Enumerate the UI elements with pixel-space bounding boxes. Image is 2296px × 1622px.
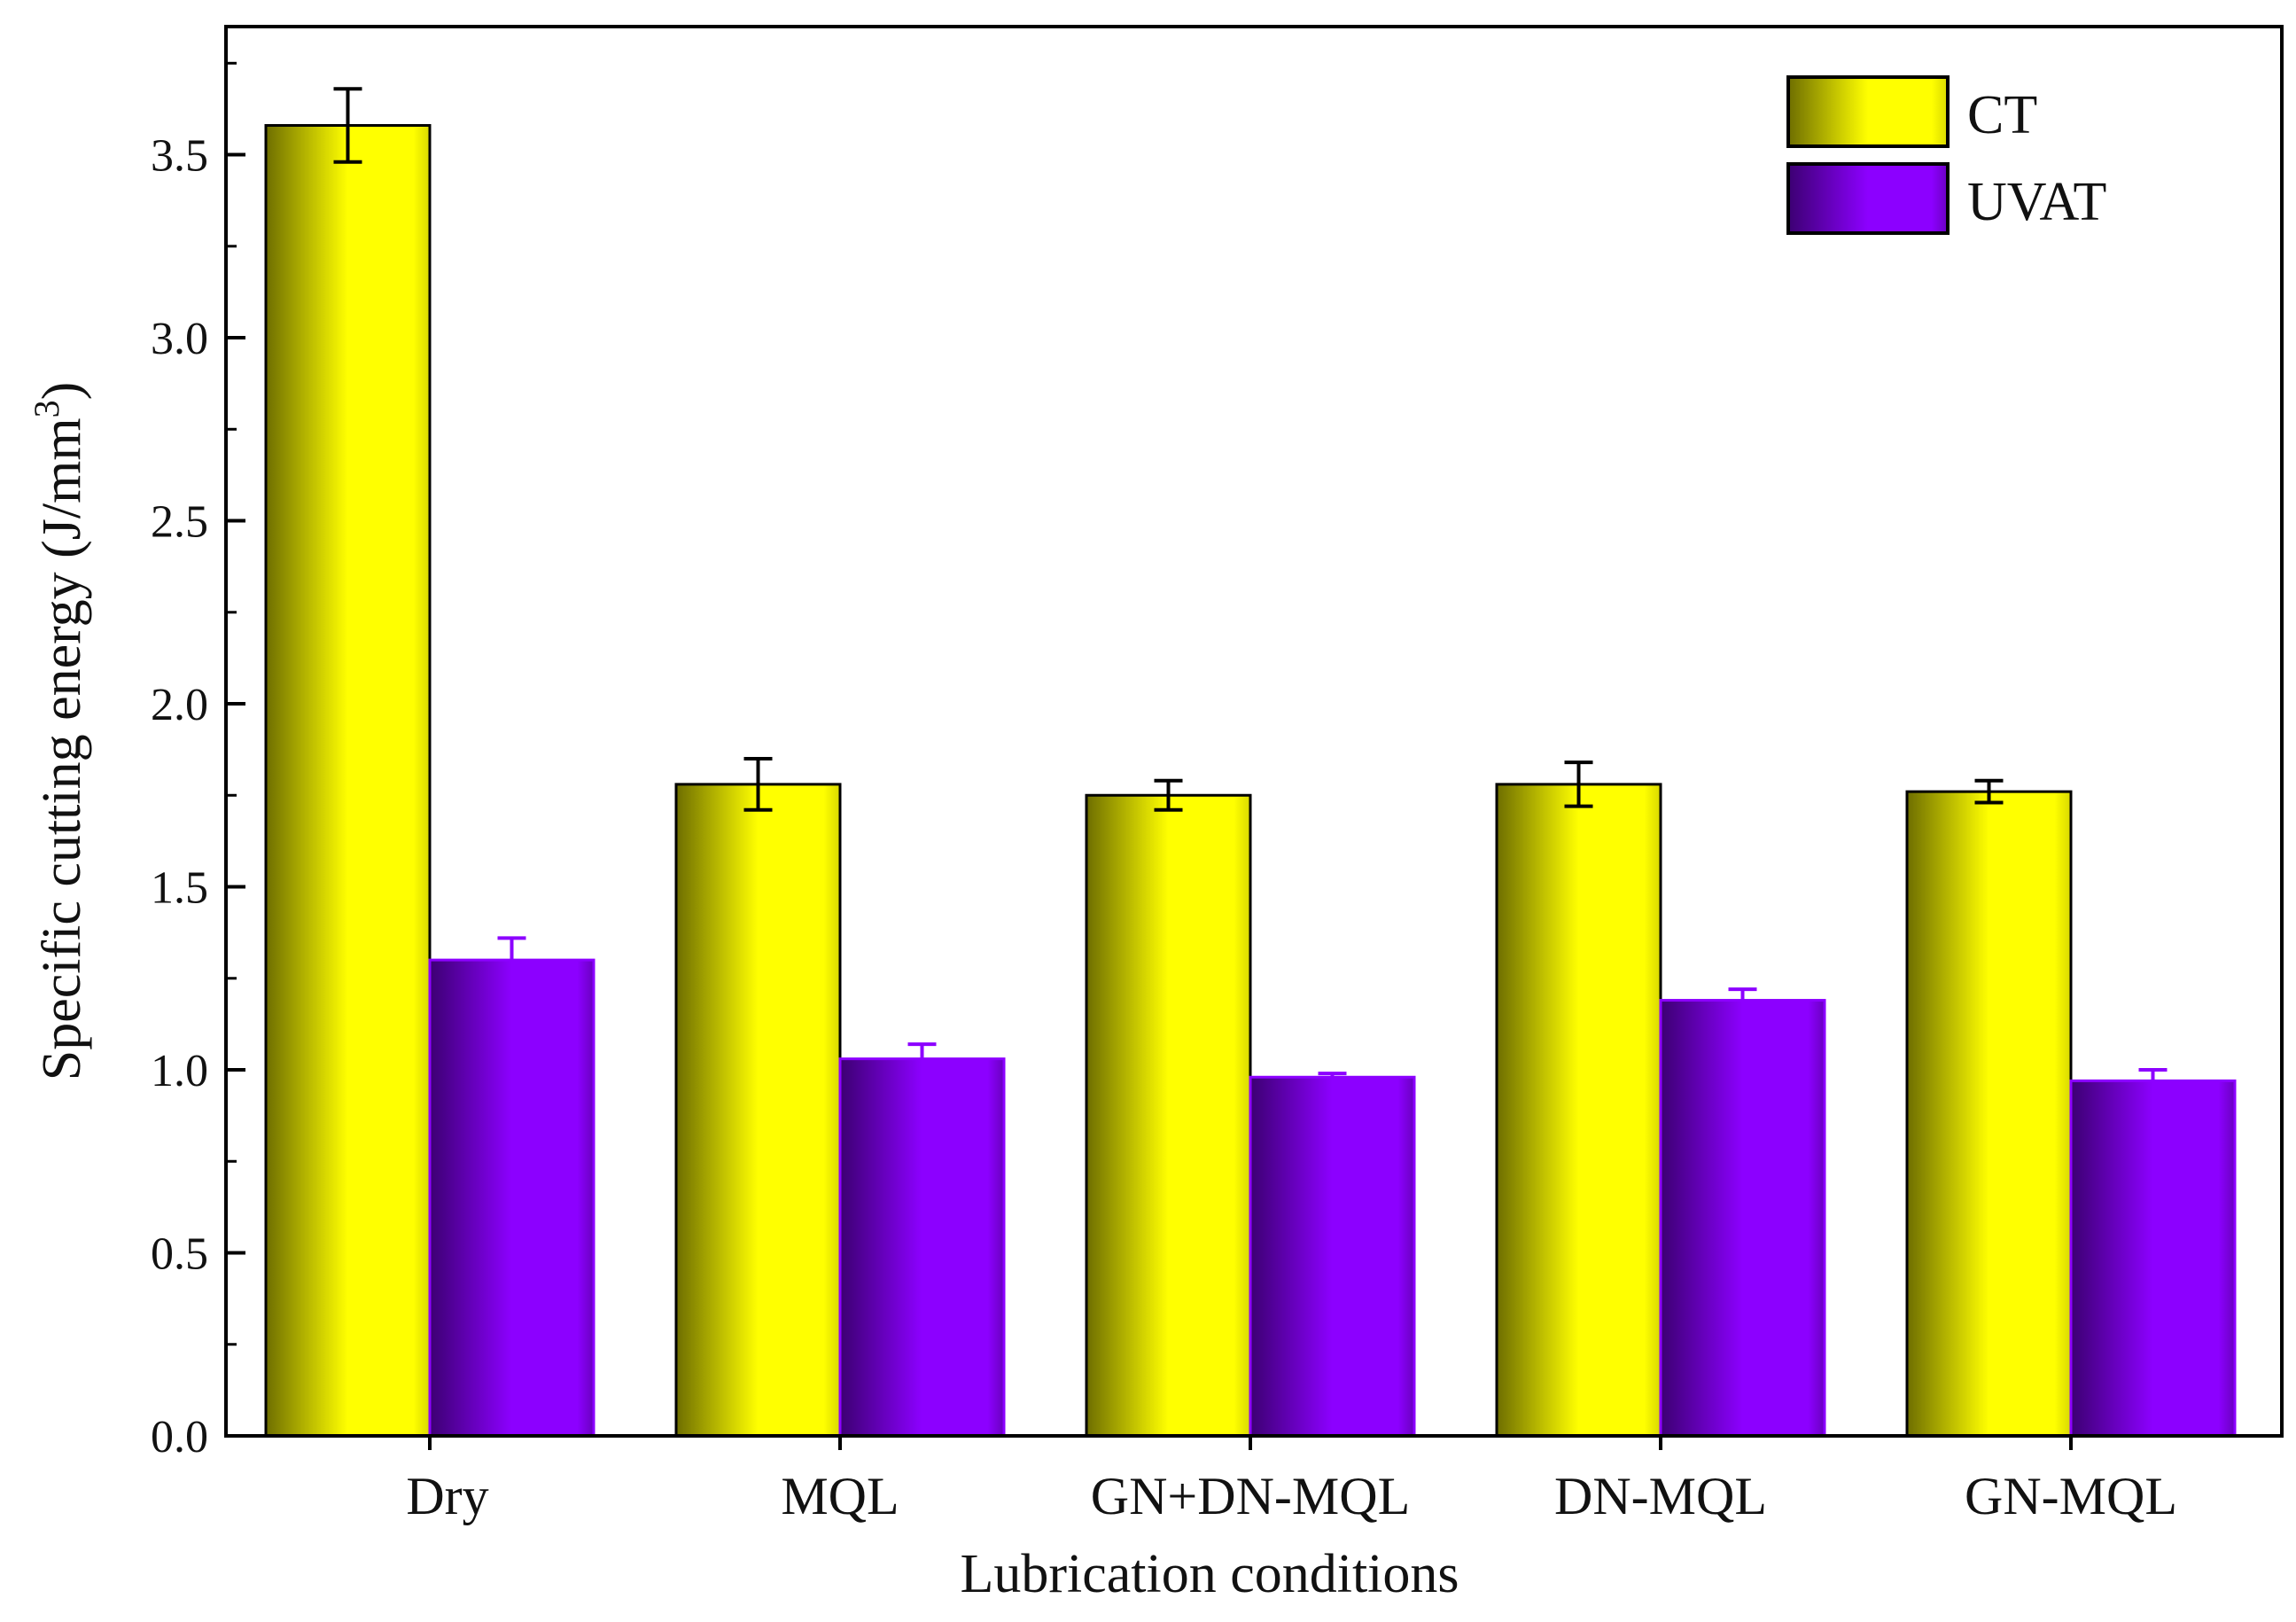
bar-ct-1	[674, 783, 842, 1438]
x-tick-label-4: GN-MQL	[1965, 1467, 2177, 1525]
legend-label-uvat: UVAT	[1967, 172, 2106, 232]
bar-ct-2	[1085, 793, 1252, 1438]
y-axis-title: Specific cutting energy (J/mm3)	[27, 382, 92, 1081]
y-tick-label-0: 0.0	[151, 1412, 208, 1462]
y-tick-label-5: 2.5	[151, 497, 208, 548]
y-tick-label-1: 0.5	[151, 1229, 208, 1280]
plot-area-frame	[224, 25, 2284, 1438]
bar-uvat-1	[838, 1057, 1006, 1438]
y-tick-label-2: 1.0	[151, 1046, 208, 1096]
y-axis-title-superscript: 3	[27, 400, 66, 417]
y-tick-label-6: 3.0	[151, 314, 208, 364]
y-axis: 0.0 0.5 1.0 1.5 2.0 2.5 3.0 3.5	[151, 61, 245, 1462]
x-axis: Dry MQL GN+DN-MQL DN-MQL GN-MQL	[406, 1436, 2177, 1525]
bar-ct-3	[1495, 783, 1662, 1438]
x-axis-title: Lubrication conditions	[960, 1544, 1459, 1604]
x-tick-label-1: MQL	[781, 1467, 899, 1525]
y-axis-title-close: )	[32, 382, 92, 401]
y-axis-title-main: Specific cutting energy (J/mm	[32, 417, 92, 1080]
x-tick-label-3: DN-MQL	[1554, 1467, 1767, 1525]
legend-swatch-uvat	[1786, 162, 1950, 235]
legend: CT UVAT	[1786, 75, 2106, 235]
error-bars-layer	[333, 87, 2168, 1081]
legend-swatch-ct	[1786, 75, 1950, 148]
bars-layer	[264, 124, 2237, 1438]
bar-ct-4	[1905, 790, 2073, 1438]
y-tick-label-7: 3.5	[151, 131, 208, 182]
bar-ct-0	[264, 124, 432, 1438]
y-tick-label-3: 1.5	[151, 863, 208, 914]
y-tick-label-4: 2.0	[151, 680, 208, 730]
bar-uvat-4	[2069, 1079, 2237, 1438]
x-tick-label-0: Dry	[406, 1467, 488, 1525]
legend-label-ct: CT	[1967, 85, 2037, 145]
x-tick-label-2: GN+DN-MQL	[1091, 1467, 1410, 1525]
bar-uvat-2	[1249, 1075, 1416, 1438]
bar-uvat-3	[1659, 999, 1826, 1438]
bar-uvat-0	[428, 958, 595, 1438]
